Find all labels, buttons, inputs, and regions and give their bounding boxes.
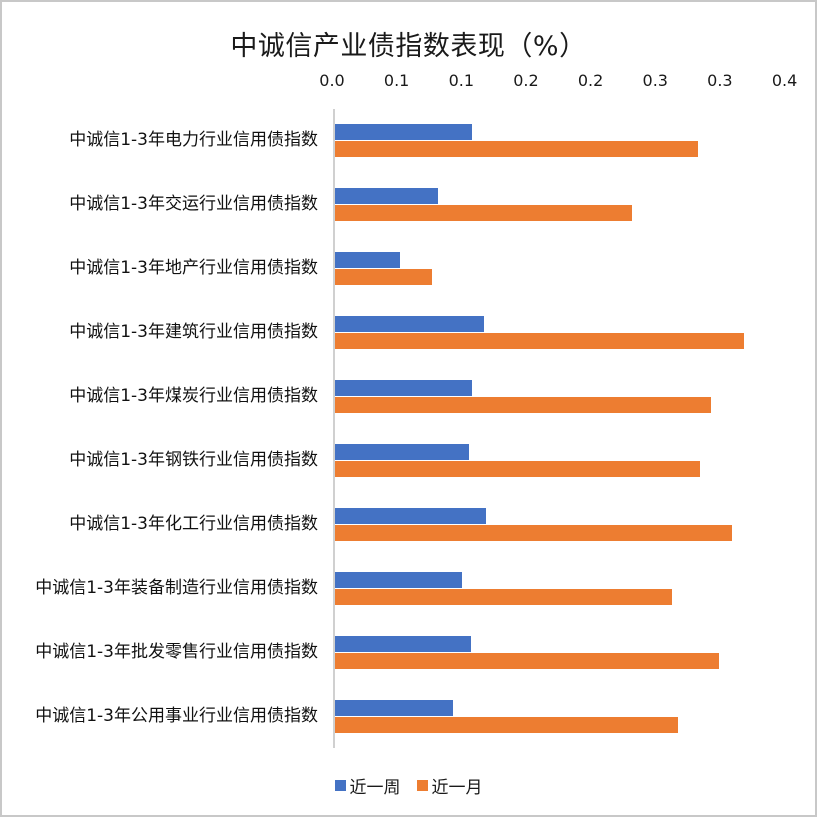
category-label: 中诚信1-3年地产行业信用债指数	[69, 258, 318, 278]
x-tick-label: 0.4	[771, 71, 798, 90]
legend-item-month: 近一月	[416, 773, 483, 798]
bar-month	[335, 525, 732, 541]
bar-month	[335, 269, 432, 285]
category-label: 中诚信1-3年装备制造行业信用债指数	[35, 578, 318, 598]
x-tick-label: 0.3	[642, 71, 668, 90]
bar-week	[335, 252, 400, 268]
bar-week	[335, 636, 471, 652]
chart-title: 中诚信产业债指数表现（%）	[230, 31, 587, 62]
x-tick-label: 0.2	[513, 71, 539, 90]
bar-week	[335, 124, 472, 140]
bar-month	[335, 333, 744, 349]
legend-item-week: 近一周	[334, 773, 401, 798]
bar-week	[335, 188, 438, 204]
category-label: 中诚信1-3年煤炭行业信用债指数	[69, 386, 318, 406]
bar-month	[335, 717, 678, 733]
bar-week	[335, 380, 472, 396]
bar-week	[335, 316, 484, 332]
bar-week	[335, 700, 453, 716]
bar-month	[335, 653, 719, 669]
bar-week	[335, 508, 486, 524]
category-label: 中诚信1-3年化工行业信用债指数	[69, 514, 318, 534]
category-label: 中诚信1-3年交运行业信用债指数	[69, 194, 318, 214]
category-label: 中诚信1-3年钢铁行业信用债指数	[69, 450, 318, 470]
category-label: 中诚信1-3年公用事业行业信用债指数	[35, 706, 318, 726]
bar-month	[335, 141, 698, 157]
bar-month	[335, 589, 672, 605]
bar-month	[335, 461, 700, 477]
x-tick-label: 0.2	[577, 71, 604, 90]
y-axis-line	[333, 109, 335, 748]
legend: 近一周 近一月	[0, 773, 817, 798]
bar-week	[335, 572, 462, 588]
legend-label-week: 近一周	[349, 778, 401, 798]
category-label: 中诚信1-3年电力行业信用债指数	[69, 130, 318, 150]
legend-swatch-month	[416, 780, 428, 791]
bar-month	[335, 397, 711, 413]
x-tick-label: 0.3	[707, 71, 733, 90]
bar-month	[335, 205, 632, 221]
x-tick-label: 0.1	[383, 71, 410, 90]
legend-swatch-week	[334, 780, 346, 791]
x-tick-label: 0.0	[319, 71, 345, 90]
category-label: 中诚信1-3年批发零售行业信用债指数	[35, 642, 318, 662]
bar-week	[335, 444, 469, 460]
legend-label-month: 近一月	[431, 778, 483, 798]
category-label: 中诚信1-3年建筑行业信用债指数	[69, 322, 318, 342]
x-tick-label: 0.1	[448, 71, 475, 90]
